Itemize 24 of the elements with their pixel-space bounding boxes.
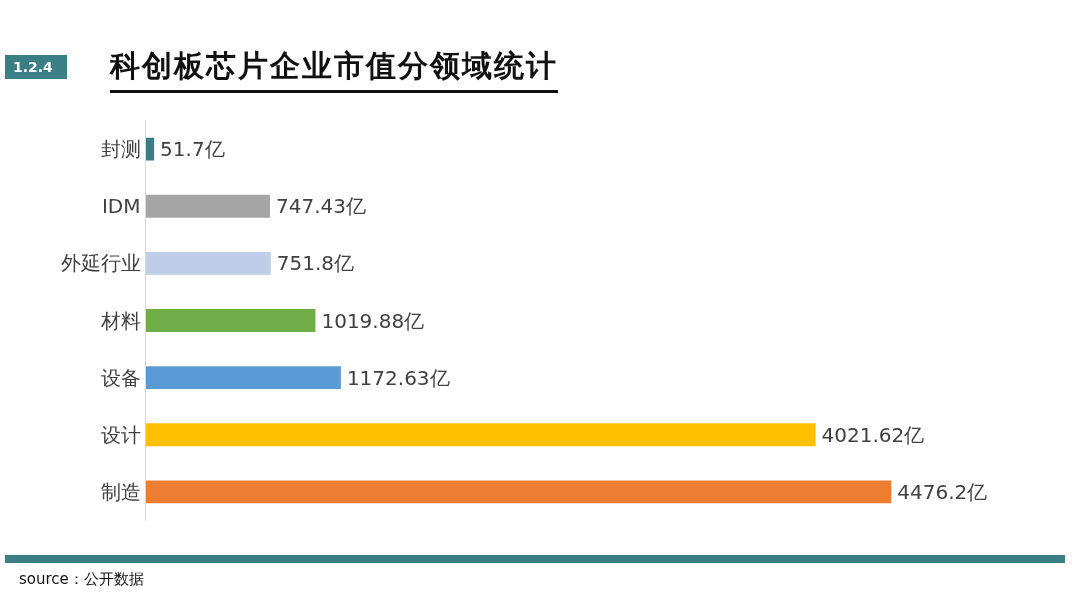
bar (145, 251, 271, 275)
bar (145, 423, 816, 447)
chart-title: 科创板芯片企业市值分领域统计 (110, 45, 558, 93)
bar (145, 137, 155, 161)
data-label: 1019.88亿 (321, 308, 425, 333)
text: 1.2.4 (5, 55, 67, 79)
y-tick-label: 材料 (99, 308, 141, 333)
data-label: 1172.63亿 (346, 365, 450, 390)
bar (145, 480, 892, 504)
data-label: 747.43亿 (276, 194, 367, 219)
y-tick-label: 封测 (100, 137, 141, 162)
bar (145, 309, 316, 332)
data-label: 4476.2亿 (897, 479, 988, 504)
y-tick-label: 设计 (100, 422, 141, 447)
y-tick-label: IDM (101, 194, 141, 219)
data-label: 751.8亿 (276, 251, 355, 276)
data-label: 4021.62亿 (821, 422, 925, 447)
y-tick-label: 制造 (100, 479, 141, 504)
data-label: 51.7亿 (160, 137, 225, 162)
bar (145, 194, 271, 218)
source-note: source：公开数据 (18, 569, 145, 590)
y-tick-label: 外延行业 (60, 251, 141, 276)
y-tick-label: 设备 (100, 365, 141, 390)
bar (145, 366, 341, 390)
